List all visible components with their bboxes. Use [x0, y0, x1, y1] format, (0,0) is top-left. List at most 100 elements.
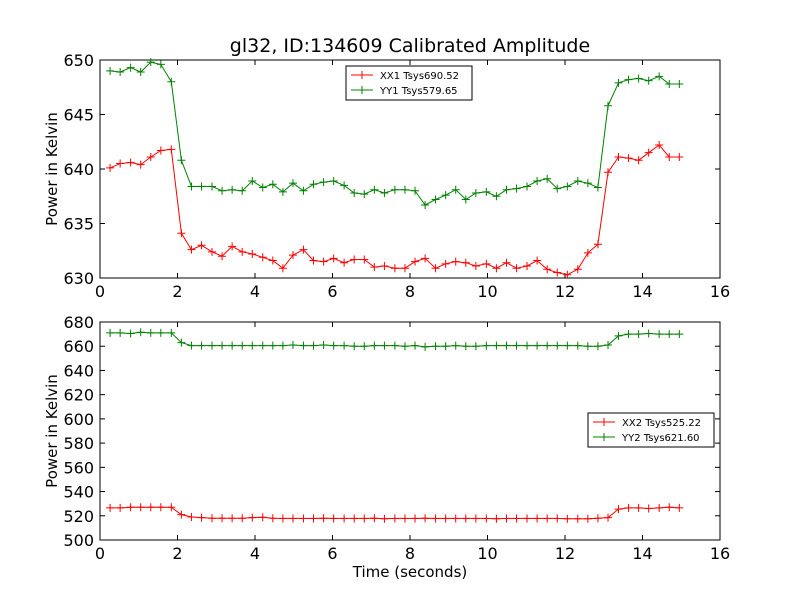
- data-point: [187, 512, 196, 521]
- chart-panel-2: 0 2 4 6 8 10 12 14 16 500 520 540 560 580 600 620 640 660…: [43, 313, 730, 581]
- data-point: [156, 328, 165, 337]
- data-point: [665, 330, 674, 339]
- data-point: [380, 514, 389, 523]
- data-point: [533, 176, 542, 185]
- y-tick-label: 520: [63, 507, 94, 526]
- data-point: [288, 251, 297, 260]
- data-point: [218, 514, 227, 523]
- data-point: [614, 331, 623, 340]
- data-point: [451, 185, 460, 194]
- data-point: [258, 183, 267, 192]
- data-point: [288, 514, 297, 523]
- x-tick-label: 12: [555, 282, 575, 301]
- data-point: [197, 341, 206, 350]
- data-point: [126, 329, 135, 338]
- data-point: [106, 163, 115, 172]
- data-point: [675, 503, 684, 512]
- data-point: [573, 514, 582, 523]
- data-point: [411, 257, 420, 266]
- data-point: [492, 514, 501, 523]
- data-point: [116, 328, 125, 337]
- data-point: [309, 180, 318, 189]
- data-point: [461, 514, 470, 523]
- data-point: [299, 514, 308, 523]
- data-point: [523, 341, 532, 350]
- data-point: [482, 341, 491, 350]
- data-point: [360, 255, 369, 264]
- data-point: [400, 342, 409, 351]
- data-point: [411, 341, 420, 350]
- data-point: [228, 242, 237, 251]
- data-point: [268, 514, 277, 523]
- data-point: [533, 514, 542, 523]
- data-point: [624, 154, 633, 163]
- data-point: [655, 72, 664, 81]
- legend-entry: YY2 Tsys621.60: [621, 433, 700, 444]
- data-point: [502, 185, 511, 194]
- data-point: [502, 341, 511, 350]
- data-point: [340, 181, 349, 190]
- data-point: [177, 510, 186, 519]
- data-point: [319, 178, 328, 187]
- data-point: [126, 503, 135, 512]
- data-point: [461, 195, 470, 204]
- x-tick-label: 14: [632, 544, 652, 563]
- data-point: [177, 229, 186, 238]
- data-point: [116, 503, 125, 512]
- data-point: [553, 184, 562, 193]
- data-point: [360, 342, 369, 351]
- data-point: [644, 329, 653, 338]
- y-tick-label: 650: [63, 51, 94, 70]
- data-point: [421, 254, 430, 263]
- data-point: [461, 258, 470, 267]
- y-tick-label: 640: [63, 160, 94, 179]
- data-point: [492, 341, 501, 350]
- data-point: [593, 183, 602, 192]
- data-point: [156, 60, 165, 69]
- data-point: [309, 341, 318, 350]
- x-tick-label: 2: [172, 282, 182, 301]
- x-tick-label: 14: [632, 282, 652, 301]
- data-point: [350, 514, 359, 523]
- data-point: [248, 176, 257, 185]
- data-point: [370, 185, 379, 194]
- data-point: [146, 153, 155, 162]
- data-point: [228, 341, 237, 350]
- data-point: [350, 342, 359, 351]
- x-tick-label: 0: [95, 282, 105, 301]
- data-point: [380, 341, 389, 350]
- data-point: [523, 182, 532, 191]
- data-point: [218, 252, 227, 261]
- data-point: [258, 253, 267, 262]
- y-tick-label: 630: [63, 269, 94, 288]
- data-point: [329, 176, 338, 185]
- data-point: [533, 256, 542, 265]
- data-point: [634, 330, 643, 339]
- legend-box: [587, 412, 715, 448]
- y-tick-label: 500: [63, 531, 94, 550]
- data-point: [370, 263, 379, 272]
- data-point: [136, 503, 145, 512]
- data-point: [583, 248, 592, 257]
- data-point: [523, 262, 532, 271]
- data-point: [238, 341, 247, 350]
- data-point: [156, 503, 165, 512]
- data-point: [329, 254, 338, 263]
- data-point: [299, 245, 308, 254]
- data-point: [309, 256, 318, 265]
- data-point: [156, 146, 165, 155]
- x-tick-label: 2: [172, 544, 182, 563]
- data-point: [665, 503, 674, 512]
- data-point: [411, 186, 420, 195]
- x-axis-label: Time (seconds): [352, 563, 468, 581]
- data-point: [604, 341, 613, 350]
- data-point: [136, 160, 145, 169]
- data-point: [187, 182, 196, 191]
- data-point: [400, 185, 409, 194]
- x-tick-label: 8: [405, 282, 415, 301]
- data-point: [136, 328, 145, 337]
- data-point: [329, 341, 338, 350]
- data-point: [106, 66, 115, 75]
- data-point: [441, 259, 450, 268]
- legend-entry: XX2 Tsys525.22: [622, 418, 701, 429]
